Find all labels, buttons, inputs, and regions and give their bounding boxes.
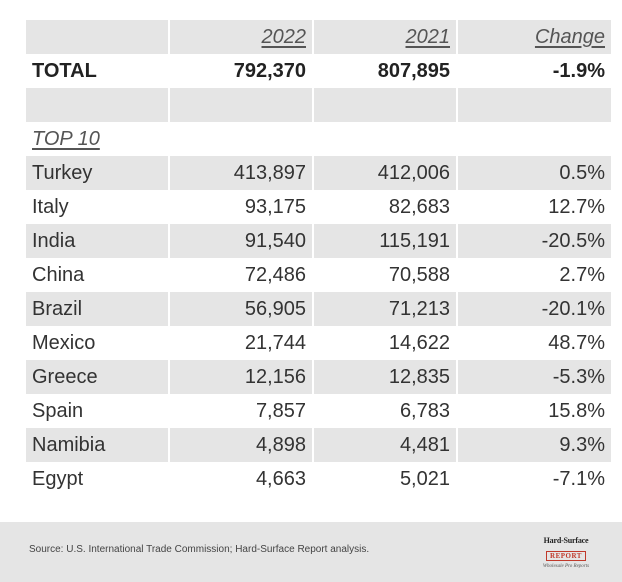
change-cell: 12.7% bbox=[548, 196, 605, 218]
total-label: TOTAL bbox=[32, 60, 97, 82]
total-row: TOTAL 792,370 807,895 -1.9% bbox=[26, 54, 611, 88]
table-row: Italy 93,175 82,683 12.7% bbox=[26, 190, 611, 224]
top10-label: TOP 10 bbox=[32, 128, 100, 150]
table-row: Turkey 413,897 412,006 0.5% bbox=[26, 156, 611, 190]
change-cell: -20.1% bbox=[458, 292, 611, 326]
change-cell: 9.3% bbox=[458, 428, 611, 462]
table-row: Mexico 21,744 14,622 48.7% bbox=[26, 326, 611, 360]
table-row: Namibia 4,898 4,481 9.3% bbox=[26, 428, 611, 462]
value-2021-cell: 71,213 bbox=[314, 292, 456, 326]
value-2022-cell: 21,744 bbox=[244, 332, 306, 354]
value-2022-cell: 93,175 bbox=[244, 196, 306, 218]
header-blank-cell bbox=[26, 20, 168, 54]
top10-section-row: TOP 10 bbox=[26, 122, 611, 156]
table-row: China 72,486 70,588 2.7% bbox=[26, 258, 611, 292]
total-change: -1.9% bbox=[552, 60, 605, 82]
country-cell: Mexico bbox=[32, 332, 96, 354]
value-2021-cell: 14,622 bbox=[388, 332, 450, 354]
data-table-container: 2022 2021 Change TOTAL 792,370 807,895 -… bbox=[26, 20, 611, 496]
blank-cell bbox=[314, 122, 456, 156]
value-2022-cell: 91,540 bbox=[170, 224, 312, 258]
logo-line3: Wholesale Pro Reports bbox=[542, 564, 590, 569]
country-cell: India bbox=[26, 224, 168, 258]
header-2022: 2022 bbox=[170, 20, 312, 54]
change-cell: -5.3% bbox=[458, 360, 611, 394]
imports-table: 2022 2021 Change TOTAL 792,370 807,895 -… bbox=[24, 20, 613, 496]
value-2021-cell: 115,191 bbox=[314, 224, 456, 258]
value-2021-cell: 412,006 bbox=[314, 156, 456, 190]
spacer-cell bbox=[170, 88, 312, 122]
value-2021-cell: 12,835 bbox=[314, 360, 456, 394]
total-2021: 807,895 bbox=[377, 60, 450, 82]
change-cell: 48.7% bbox=[548, 332, 605, 354]
source-note: Source: U.S. International Trade Commiss… bbox=[29, 544, 370, 555]
country-cell: Turkey bbox=[26, 156, 168, 190]
value-2021-cell: 70,588 bbox=[388, 264, 450, 286]
value-2022-cell: 4,663 bbox=[255, 468, 306, 490]
change-cell: 0.5% bbox=[458, 156, 611, 190]
header-2022-label: 2022 bbox=[261, 26, 307, 48]
header-2021-label: 2021 bbox=[405, 26, 451, 48]
spacer-row bbox=[26, 88, 611, 122]
blank-cell bbox=[458, 122, 611, 156]
table-row: India 91,540 115,191 -20.5% bbox=[26, 224, 611, 258]
value-2021-cell: 5,021 bbox=[399, 468, 450, 490]
header-row: 2022 2021 Change bbox=[26, 20, 611, 54]
header-2021: 2021 bbox=[314, 20, 456, 54]
value-2022-cell: 12,156 bbox=[170, 360, 312, 394]
table-row: Egypt 4,663 5,021 -7.1% bbox=[26, 462, 611, 496]
logo-line1: Hard-Surface bbox=[543, 536, 589, 545]
value-2021-cell: 4,481 bbox=[314, 428, 456, 462]
total-2022: 792,370 bbox=[233, 60, 306, 82]
top10-label-cell: TOP 10 bbox=[26, 122, 168, 156]
spacer-cell bbox=[26, 88, 168, 122]
blank-cell bbox=[170, 122, 312, 156]
value-2022-cell: 56,905 bbox=[170, 292, 312, 326]
change-cell: 2.7% bbox=[559, 264, 605, 286]
footer: Source: U.S. International Trade Commiss… bbox=[0, 522, 622, 582]
value-2022-cell: 4,898 bbox=[170, 428, 312, 462]
table-row: Brazil 56,905 71,213 -20.1% bbox=[26, 292, 611, 326]
table-row: Spain 7,857 6,783 15.8% bbox=[26, 394, 611, 428]
country-cell: Spain bbox=[32, 400, 84, 422]
hard-surface-report-logo: Hard-Surface REPORT Wholesale Pro Report… bbox=[538, 536, 594, 569]
table-row: Greece 12,156 12,835 -5.3% bbox=[26, 360, 611, 394]
value-2022-cell: 7,857 bbox=[255, 400, 306, 422]
value-2022-cell: 72,486 bbox=[244, 264, 306, 286]
change-cell: -7.1% bbox=[552, 468, 605, 490]
country-cell: Namibia bbox=[26, 428, 168, 462]
country-cell: Greece bbox=[26, 360, 168, 394]
spacer-cell bbox=[458, 88, 611, 122]
header-change: Change bbox=[458, 20, 611, 54]
spacer-cell bbox=[314, 88, 456, 122]
value-2021-cell: 82,683 bbox=[388, 196, 450, 218]
logo-line2: REPORT bbox=[546, 551, 586, 561]
country-cell: Brazil bbox=[26, 292, 168, 326]
change-cell: 15.8% bbox=[548, 400, 605, 422]
country-cell: Italy bbox=[32, 196, 69, 218]
value-2021-cell: 6,783 bbox=[399, 400, 450, 422]
country-cell: China bbox=[32, 264, 85, 286]
value-2022-cell: 413,897 bbox=[170, 156, 312, 190]
change-cell: -20.5% bbox=[458, 224, 611, 258]
header-change-label: Change bbox=[534, 26, 605, 48]
country-cell: Egypt bbox=[32, 468, 84, 490]
